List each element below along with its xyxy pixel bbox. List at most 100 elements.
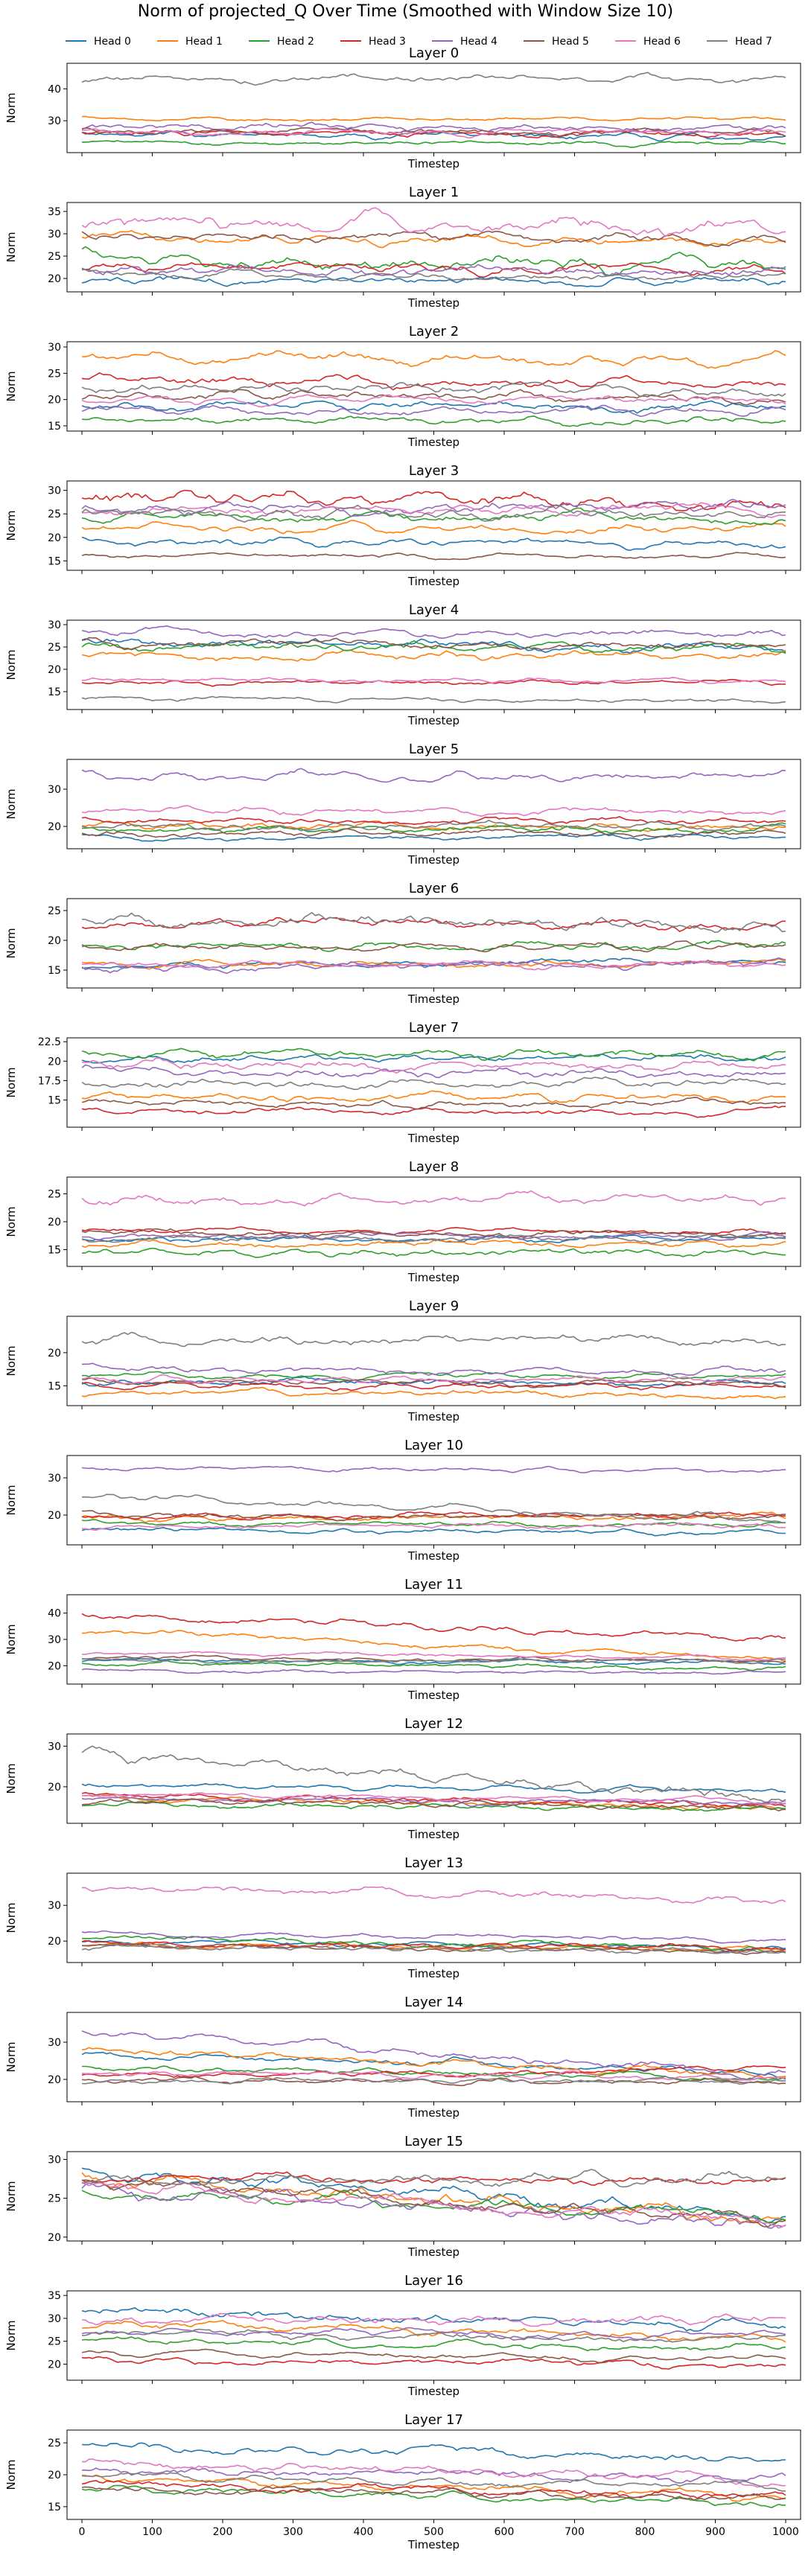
legend: Head 0 Head 1 Head 2 Head 3 Head 4 Head 5 Head… (66, 36, 772, 48)
series-group (81, 2307, 786, 2370)
y-axis-label: Norm (4, 2181, 18, 2212)
legend-entry: Head 1 (157, 36, 223, 48)
series-line (81, 677, 786, 684)
y-axis-label: Norm (4, 1207, 18, 1237)
y-tick-label: 20 (48, 2074, 61, 2086)
legend-label: Head 0 (94, 36, 131, 48)
y-axis-label: Norm (4, 650, 18, 680)
series-line (81, 372, 786, 391)
y-tick-label: 20 (48, 1348, 61, 1359)
y-axis-label: Norm (4, 232, 18, 263)
series-line (81, 957, 786, 975)
series-group (81, 489, 786, 561)
series-line (81, 1190, 786, 1207)
y-tick-label: 30 (48, 115, 61, 127)
series-line (81, 1651, 786, 1661)
series-line (81, 768, 786, 783)
series-line (81, 389, 786, 406)
y-tick-label: 20 (48, 1936, 61, 1948)
panel-title: Layer 7 (409, 1020, 459, 1036)
x-tick-label: 200 (213, 2526, 233, 2538)
y-tick-label: 15 (48, 2502, 61, 2513)
y-tick-label: 25 (48, 2336, 61, 2348)
panel-title: Layer 6 (409, 881, 459, 896)
y-tick-label: 30 (48, 1634, 61, 1646)
x-axis-label: Timestep (407, 992, 459, 1006)
series-line (81, 1247, 786, 1258)
series-line (81, 2051, 786, 2080)
y-axis-label: Norm (4, 372, 18, 402)
x-axis-label: Timestep (407, 1549, 459, 1563)
layer-panel: Layer 2 15 20 25 30 Norm Timestep (4, 324, 801, 449)
series-line (81, 2312, 786, 2327)
x-tick-label: 700 (564, 2526, 585, 2538)
x-axis-label: Timestep (407, 1828, 459, 1841)
series-line (82, 140, 786, 148)
y-tick-label: 25 (48, 508, 61, 520)
panel-title: Layer 2 (409, 324, 459, 339)
y-tick-label: 30 (48, 485, 61, 497)
series-line (81, 275, 786, 287)
series-line (81, 2182, 786, 2229)
panel-frame (66, 2012, 801, 2102)
series-line (81, 381, 786, 398)
x-axis-label: Timestep (407, 2538, 459, 2551)
series-line (81, 1048, 786, 1062)
layer-panel: Layer 4 15 20 25 30 Norm Timestep (4, 602, 801, 727)
y-axis-label: Norm (4, 2460, 18, 2490)
series-line (81, 1668, 786, 1675)
y-tick-label: 25 (48, 368, 61, 380)
series-group (81, 1886, 786, 1955)
layer-panel: Layer 14 20 30 Norm Timestep (4, 1995, 801, 2120)
series-group (81, 2442, 786, 2508)
series-line (81, 1493, 786, 1523)
panel-title: Layer 15 (404, 2134, 463, 2149)
series-line (81, 1613, 786, 1642)
series-line (81, 2348, 786, 2364)
series-line (81, 350, 786, 369)
y-tick-label: 25 (48, 2193, 61, 2205)
series-line (81, 1105, 786, 1118)
series-line (81, 268, 786, 281)
series-line (81, 246, 786, 277)
series-line (81, 2480, 786, 2499)
series-group (81, 2030, 786, 2087)
series-line (81, 2327, 786, 2341)
panel-title: Layer 17 (404, 2412, 463, 2428)
series-line (81, 536, 786, 551)
series-line (81, 820, 786, 832)
series-line (81, 2472, 786, 2492)
y-axis-label: Norm (4, 1346, 18, 1377)
series-line (81, 2171, 786, 2186)
series-line (81, 2070, 786, 2081)
layer-panel: Layer 8 15 20 25 Norm Timestep (4, 1159, 801, 1284)
x-axis-label: Timestep (407, 1967, 459, 1980)
x-tick-label: 500 (424, 2526, 444, 2538)
y-tick-label: 30 (48, 2154, 61, 2166)
series-line (81, 394, 786, 408)
legend-entry: Head 0 (66, 36, 131, 48)
panel-title: Layer 4 (409, 602, 459, 618)
legend-entry: Head 6 (615, 36, 681, 48)
series-line (81, 640, 786, 654)
y-axis-label: Norm (4, 1485, 18, 1516)
y-tick-label: 25 (48, 1189, 61, 1201)
x-axis-label: Timestep (407, 1689, 459, 1702)
panel-title: Layer 3 (409, 463, 459, 479)
layer-panel: Layer 17 15 20 25 Norm 0 100 200 300 400 500 600 700… (4, 2412, 801, 2551)
x-tick-label: 800 (635, 2526, 655, 2538)
panel-frame (66, 63, 801, 153)
series-line (81, 552, 786, 561)
x-axis-label: Timestep (407, 2385, 459, 2398)
series-line (81, 1380, 786, 1391)
x-axis-label: Timestep (407, 1132, 459, 1145)
series-line (81, 1792, 786, 1805)
series-line (81, 805, 786, 817)
series-line (81, 2485, 786, 2501)
y-tick-label: 20 (48, 664, 61, 676)
legend-label: Head 4 (460, 36, 497, 48)
series-line (81, 2047, 786, 2079)
series-line (82, 1057, 786, 1074)
series-line (82, 1510, 786, 1522)
